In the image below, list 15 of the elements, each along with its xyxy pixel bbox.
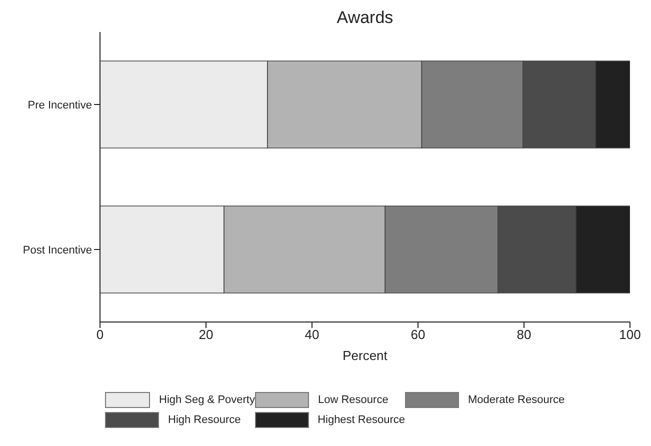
x-tick-label: 100 bbox=[619, 327, 641, 342]
y-tick-label: Post Incentive bbox=[22, 244, 92, 256]
x-tick-label: 20 bbox=[198, 327, 214, 342]
legend-label: Moderate Resource bbox=[468, 394, 565, 406]
x-tick-label: 80 bbox=[516, 327, 532, 342]
x-axis-title: Percent bbox=[342, 348, 388, 363]
legend-label: Highest Resource bbox=[318, 414, 405, 426]
chart-title: Awards bbox=[336, 8, 394, 28]
y-tick-label: Pre Incentive bbox=[28, 99, 92, 112]
legend-label: High Resource bbox=[168, 414, 241, 426]
x-tick-label: 0 bbox=[96, 327, 104, 342]
legend-label: High Seg & Poverty bbox=[159, 394, 255, 406]
legend-label: Low Resource bbox=[318, 394, 388, 406]
x-tick-label: 40 bbox=[304, 327, 320, 342]
x-tick-label: 60 bbox=[410, 327, 426, 342]
